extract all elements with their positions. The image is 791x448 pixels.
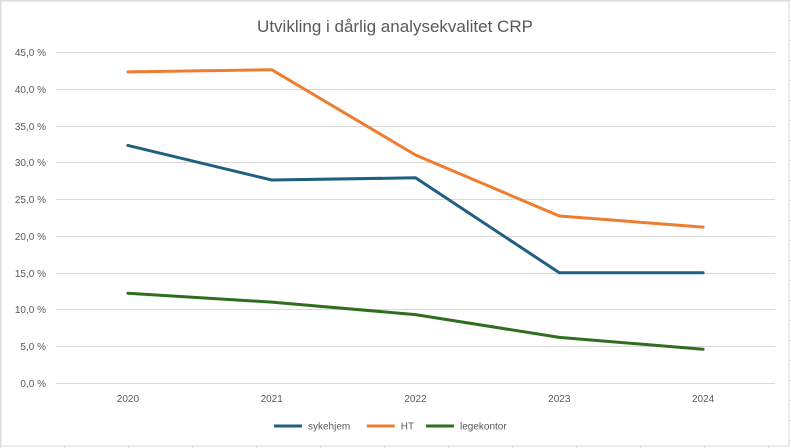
series-line-ht [126, 68, 705, 229]
y-tick-label: 20,0 % [15, 232, 46, 243]
y-tick-label: 30,0 % [15, 158, 46, 169]
y-tick-label: 45,0 % [15, 48, 46, 59]
y-tick-label: 15,0 % [15, 269, 46, 280]
y-tick-label: 5,0 % [20, 342, 46, 353]
x-tick-label: 2022 [404, 394, 427, 405]
y-tick-label: 25,0 % [15, 195, 46, 206]
x-tick-label: 2021 [261, 394, 284, 405]
legend: sykehjem HT legekontor [274, 422, 507, 433]
y-tick-label: 35,0 % [15, 122, 46, 133]
x-axis-tick-labels: 2020 2021 2022 2023 2024 [117, 394, 715, 405]
chart-title: Utvikling i dårlig analysekvalitet CRP [257, 17, 533, 36]
y-tick-label: 0,0 % [20, 379, 46, 390]
legend-label-sykehjem: sykehjem [308, 422, 350, 433]
y-gridlines [56, 52, 775, 384]
series-line-legekontor [126, 291, 705, 351]
y-tick-label: 40,0 % [15, 85, 46, 96]
x-tick-label: 2024 [692, 394, 715, 405]
legend-label-legekontor: legekontor [460, 422, 507, 433]
y-tick-label: 10,0 % [15, 305, 46, 316]
x-tick-label: 2020 [117, 394, 140, 405]
y-axis-tick-labels: 0,0 % 5,0 % 10,0 % 15,0 % 20,0 % 25,0 % 30,0 %… [15, 48, 46, 390]
legend-label-ht: HT [401, 422, 414, 433]
x-tick-label: 2023 [548, 394, 571, 405]
series-line-sykehjem [126, 143, 705, 275]
series-lines [126, 68, 705, 351]
